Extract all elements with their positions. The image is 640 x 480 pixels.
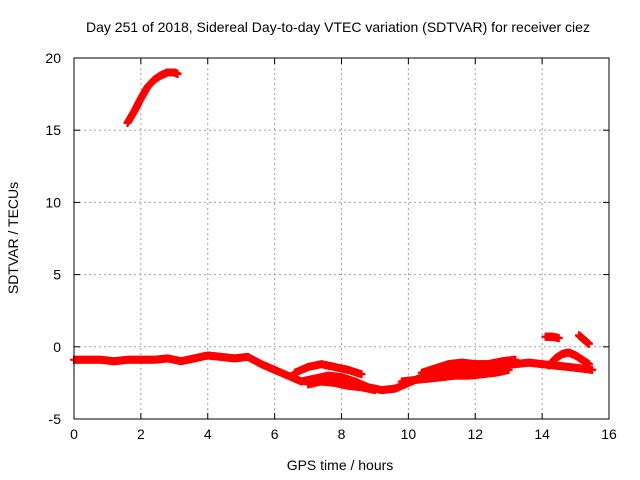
x-tick-label: 4 [204, 426, 212, 442]
x-tick-label: 0 [70, 426, 78, 442]
series-group [397, 365, 513, 386]
x-tick-label: 16 [601, 426, 617, 442]
data-point [504, 365, 513, 374]
series-group [544, 348, 593, 370]
data-point [370, 386, 379, 395]
data-point [173, 69, 182, 78]
x-tick-label: 2 [137, 426, 145, 442]
data-point [554, 334, 563, 343]
series-group [541, 332, 563, 343]
series-group [123, 68, 182, 127]
x-tick-label: 6 [271, 426, 279, 442]
y-axis-label: SDTVAR / TECUs [5, 182, 21, 294]
data-point [584, 339, 593, 348]
x-tick-label: 10 [401, 426, 417, 442]
y-tick-label: 10 [45, 194, 61, 210]
series-group [417, 355, 520, 377]
data-point [511, 355, 520, 364]
data-point [588, 365, 597, 374]
series-group [574, 331, 593, 348]
y-tick-label: -5 [49, 411, 62, 427]
chart-title: Day 251 of 2018, Sidereal Day-to-day VTE… [86, 19, 590, 35]
y-tick-label: 5 [53, 267, 61, 283]
series-group [70, 351, 597, 395]
x-tick-label: 14 [534, 426, 550, 442]
grid-lines [74, 58, 609, 419]
x-axis-label: GPS time / hours [287, 457, 394, 473]
data-point [357, 370, 366, 379]
y-tick-label: 15 [45, 122, 61, 138]
data-point [584, 360, 593, 369]
x-tick-label: 12 [467, 426, 483, 442]
series-group [304, 377, 379, 395]
data-points [70, 68, 597, 395]
y-tick-label: 0 [53, 339, 61, 355]
x-tick-label: 8 [338, 426, 346, 442]
series-group [290, 360, 366, 379]
y-tick-label: 20 [45, 50, 61, 66]
axis-ticks: 0 2 4 6 8 10 12 14 16 -5 0 5 10 15 20 [45, 50, 617, 442]
